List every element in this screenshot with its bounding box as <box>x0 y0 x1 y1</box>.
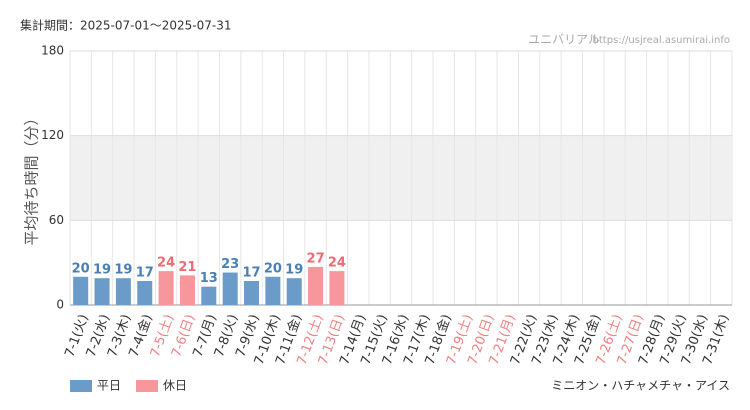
bar <box>308 266 324 305</box>
bar <box>73 276 89 305</box>
y-tick-label: 180 <box>41 44 64 58</box>
y-tick-label: 120 <box>41 128 64 142</box>
bar <box>265 276 281 305</box>
y-tick-label: 60 <box>49 213 64 227</box>
legend-swatch <box>136 380 158 392</box>
source-url: https://usjreal.asumirai.info <box>593 35 730 46</box>
legend-label: 休日 <box>163 379 187 393</box>
data-label: 13 <box>200 271 218 286</box>
bar <box>115 278 131 305</box>
period: 集計期間：2025-07-01～2025-07-31 <box>20 18 231 33</box>
attraction-name: ミニオン・ハチャメチャ・アイス <box>551 379 730 393</box>
y-tick-label: 0 <box>56 298 64 312</box>
data-label: 20 <box>264 261 282 276</box>
data-label: 24 <box>328 256 346 271</box>
data-label: 17 <box>136 266 154 281</box>
bar <box>244 281 260 305</box>
legend-swatch <box>70 380 92 392</box>
data-label: 24 <box>157 256 175 271</box>
data-label: 27 <box>307 251 325 266</box>
bar <box>137 281 153 305</box>
data-label: 20 <box>72 261 90 276</box>
bar <box>158 271 174 305</box>
bar <box>329 271 345 305</box>
bar <box>286 278 302 305</box>
source-name: ユニバリアル <box>528 33 600 47</box>
data-label: 19 <box>93 263 111 278</box>
shaded-band <box>70 135 732 221</box>
data-label: 21 <box>178 260 196 275</box>
y-axis-label: 平均待ち時間（分） <box>23 110 41 245</box>
data-label: 17 <box>242 266 260 281</box>
data-label: 23 <box>221 257 239 272</box>
data-label: 19 <box>285 263 303 278</box>
bar <box>94 278 110 305</box>
bar <box>201 286 217 305</box>
data-label: 19 <box>114 263 132 278</box>
bar <box>179 275 195 305</box>
legend-label: 平日 <box>97 379 121 393</box>
bar <box>222 272 238 305</box>
